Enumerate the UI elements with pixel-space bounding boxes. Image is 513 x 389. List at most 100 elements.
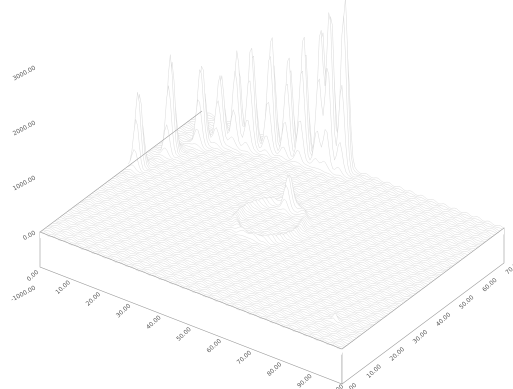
surface-mesh-line [86,197,389,315]
surface-mesh-line [97,189,400,307]
surface-mesh-line [79,202,382,320]
surface-mesh-line [50,224,353,343]
surface-mesh-line [164,139,467,258]
x-tick-label: 10.00 [54,279,72,296]
x-tick-label: 20.00 [85,291,103,308]
x-tick-label: 30.00 [115,303,133,320]
surface-mesh-line [142,154,445,273]
surface-mesh-line [41,230,344,348]
surface-mesh-line [108,180,411,298]
surface-mesh-line [120,171,424,289]
surface-mesh-line [92,193,395,311]
z-tick-label: 1000.00 [12,174,37,192]
surface-mesh-line [129,119,433,283]
surface-mesh-line [160,130,463,260]
surface-mesh-line [126,164,429,285]
surface-mesh-line [54,220,357,339]
surface-mesh-line [131,92,434,281]
surface-mesh-line [65,212,368,331]
x-tick-label: 40.00 [145,314,163,331]
y-tick-label: 30.00 [412,329,430,346]
surface-mesh-line [99,187,402,305]
surface-mesh-line [151,123,454,267]
surface-mesh-line [68,209,371,327]
surface-mesh-line [153,85,456,265]
surface-mesh-line [137,145,440,277]
surface-mesh-line [155,54,458,264]
surface-mesh-line [63,214,366,332]
surface-mesh-line [122,170,425,289]
surface-mesh [39,0,505,355]
surface-mesh-line [147,150,451,269]
surface-mesh-line [56,219,359,338]
surface-mesh-line [84,198,388,317]
surface-mesh-line [61,214,364,333]
surface-mesh-line [115,175,418,293]
y-tick-label: 60.00 [481,277,499,294]
x-tick-label: 0.00 [26,269,41,283]
surface-mesh-fill [130,119,432,289]
surface-mesh-line [81,200,384,319]
z-tick-label: 3000.00 [12,64,37,82]
surface-mesh-line [43,229,346,347]
surface-mesh-line [165,137,469,256]
surface-mesh-line [174,65,478,248]
surface-mesh-line [128,149,431,284]
surface-mesh-line [124,169,427,287]
surface-mesh-line [93,191,397,309]
y-tick-label: 70.00 [504,259,513,276]
z-tick-label: -1000.00 [10,285,37,304]
surface-mesh-line [171,99,474,252]
y-tick-label: 40.00 [435,311,453,328]
surface-mesh-line [138,156,442,275]
surface-mesh-line [169,129,472,253]
z-tick-label: 2000.00 [12,119,37,137]
surface-mesh-line [156,62,460,263]
surface-mesh-line [48,225,352,343]
surface-mesh-line [146,151,449,270]
y-tick-label: 0.00 [344,382,359,389]
x-tick-label: 90.00 [296,373,314,389]
surface-mesh-line [57,218,361,337]
surface-mesh-line [185,50,488,241]
surface-mesh-line [52,223,355,341]
surface-mesh-line [45,228,348,346]
surface-mesh-fill [184,70,486,248]
surface-mesh-line [149,147,452,268]
x-tick-label: 50.00 [175,326,193,343]
surface-mesh-line [106,181,409,299]
surface-mesh-fill [137,145,440,283]
surface-mesh-fill [135,120,438,284]
surface-mesh-line [158,98,461,261]
y-tick-label: 50.00 [458,294,476,311]
surface-mesh-line [178,99,481,246]
surface-mesh-line [117,174,420,293]
surface-outline [39,110,505,350]
surface-mesh-line [133,94,436,279]
surface-mesh-line [95,189,398,308]
x-tick-label: 70.00 [236,349,254,366]
surface-mesh-line [162,140,465,259]
surface-mesh-line [74,205,377,324]
surface-mesh-line [47,226,350,344]
surface-mesh-line [59,216,362,335]
z-axis: -1000.00 0.00 1000.00 2000.00 3000.00 [10,64,37,303]
x-tick-label: 60.00 [205,338,223,355]
surface-mesh-line [167,135,470,254]
surface-mesh-line [88,195,391,314]
surface-mesh-line [83,200,386,318]
surface-mesh-fill [191,56,494,243]
surface-mesh-line [135,120,438,278]
surface-mesh-line [102,184,406,302]
x-tick-label: 80.00 [266,361,284,378]
y-tick-label: 20.00 [389,346,407,363]
surface-mesh-line [101,185,404,303]
surface-mesh-line [70,208,373,327]
surface-mesh-line [66,210,370,329]
surface-mesh-line [72,207,375,325]
z-tick-label: 0.00 [22,229,37,242]
surface-mesh-line [176,90,479,248]
y-tick-label: 10.00 [365,363,383,380]
